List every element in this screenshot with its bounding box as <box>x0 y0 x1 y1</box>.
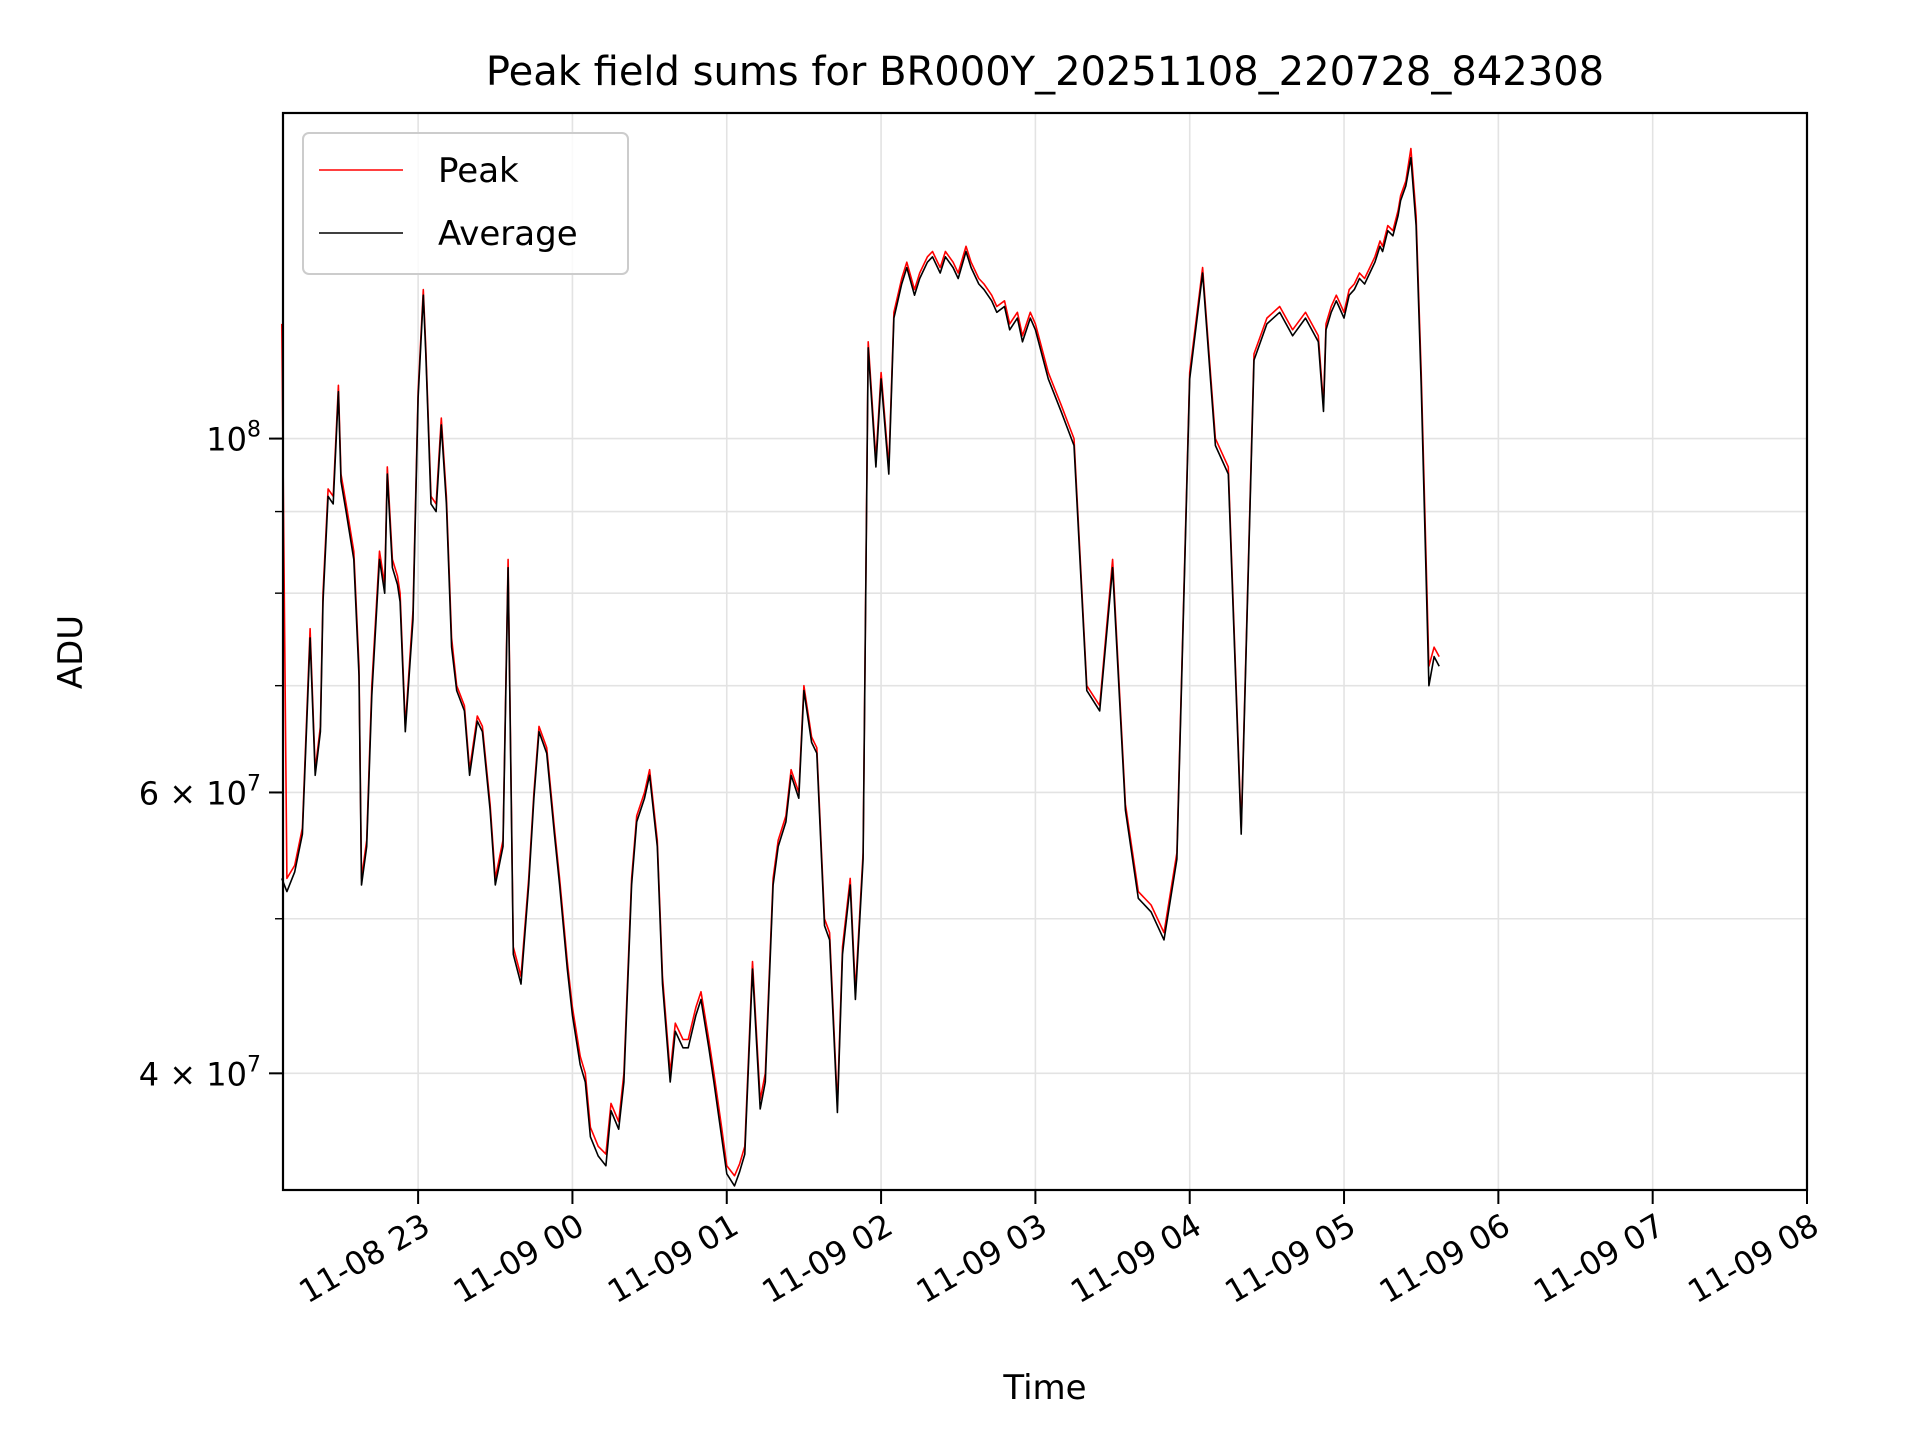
legend: Peak Average <box>302 132 629 275</box>
x-axis-label: Time <box>1002 1368 1086 1408</box>
legend-label-peak: Peak <box>438 151 519 191</box>
legend-frame <box>302 132 629 275</box>
legend-label-average: Average <box>438 214 578 254</box>
y-tick-label: 108 <box>206 418 261 459</box>
chart-title: Peak field sums for BR000Y_20251108_2207… <box>486 49 1604 95</box>
y-tick-label: 4 × 107 <box>139 1052 261 1093</box>
y-axis: 4 × 107 6 × 107 108 <box>139 418 283 1093</box>
grid-layer <box>283 113 1808 1190</box>
series-line-average <box>281 156 1440 1187</box>
y-axis-label: ADU <box>51 615 91 689</box>
series-layer <box>281 147 1440 1187</box>
y-tick-label: 6 × 107 <box>139 771 261 812</box>
plot-area-frame <box>281 111 1809 1192</box>
